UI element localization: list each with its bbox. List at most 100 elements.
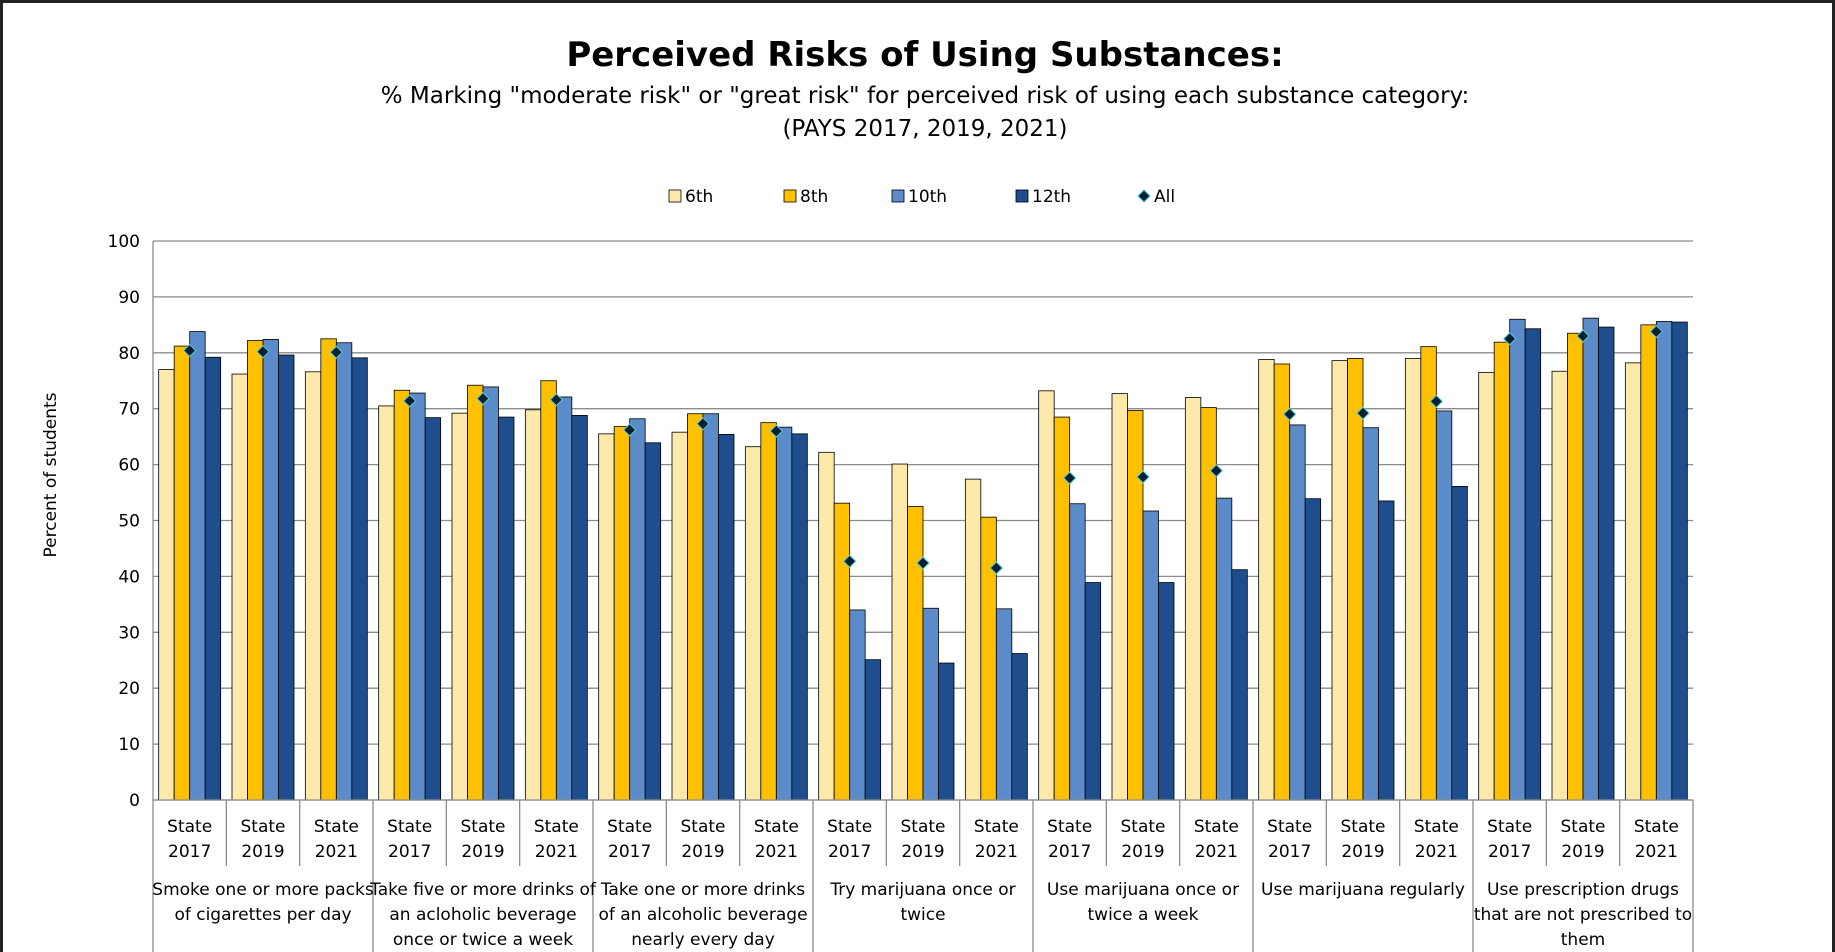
x-category-label: 2021 xyxy=(1635,842,1678,862)
x-category-label: 2021 xyxy=(1415,842,1458,862)
bar-10th xyxy=(849,609,866,801)
bar-8th xyxy=(687,413,704,801)
marker-all xyxy=(842,554,857,569)
bar-6th xyxy=(1184,397,1202,801)
x-category-label: 2021 xyxy=(1195,842,1238,862)
bar-8th xyxy=(760,422,777,801)
group-label: Try marijuana once or xyxy=(829,880,1015,900)
bar-10th xyxy=(702,413,719,801)
marker-all xyxy=(329,345,344,359)
legend-label-8th: 8th xyxy=(800,187,828,207)
bar-8th xyxy=(980,516,997,801)
group-label: Smoke one or more packs xyxy=(152,880,374,900)
bar-12th xyxy=(938,662,955,801)
x-category-label: State xyxy=(901,817,946,837)
bar-12th xyxy=(1158,582,1175,801)
bar-10th xyxy=(1435,410,1453,801)
bar-6th xyxy=(1478,371,1495,801)
x-category-label: 2019 xyxy=(681,842,724,862)
bar-10th xyxy=(335,342,353,801)
bar-8th xyxy=(1493,341,1511,801)
x-category-label: State xyxy=(1561,817,1606,837)
legend-label-all: All xyxy=(1154,187,1175,207)
x-category-label: 2019 xyxy=(461,842,504,862)
group-label: of an alcoholic beverage xyxy=(598,905,807,925)
bar-10th xyxy=(995,608,1013,801)
bar-6th xyxy=(378,405,395,801)
marker-all xyxy=(402,394,417,408)
chart-subtitle-line-1: % Marking "moderate risk" or "great risk… xyxy=(381,83,1470,109)
marker-all xyxy=(1209,464,1224,478)
bar-10th xyxy=(1215,497,1233,801)
bar-12th xyxy=(571,415,588,801)
x-category-label: 2021 xyxy=(975,842,1018,862)
marker-all xyxy=(1136,470,1150,484)
bar-8th xyxy=(467,384,484,801)
y-tick-label: 70 xyxy=(118,400,140,420)
x-category-label: State xyxy=(534,817,579,837)
bar-12th xyxy=(424,417,442,801)
chart-title: Perceived Risks of Using Substances: xyxy=(566,35,1283,75)
x-category-label: State xyxy=(827,817,872,837)
bar-12th xyxy=(864,659,882,801)
bar-12th xyxy=(644,442,662,801)
bar-12th xyxy=(1084,582,1102,801)
x-category-label: 2017 xyxy=(828,842,871,862)
bar-8th xyxy=(833,502,851,801)
x-axis: State 2017 State 2019 State 2021 State 2017 Stat… xyxy=(152,799,1694,952)
bar-8th xyxy=(907,506,924,801)
bar-8th xyxy=(1640,324,1657,801)
legend-label-10th: 10th xyxy=(908,187,947,207)
x-category-label: State xyxy=(1634,817,1679,837)
x-category-label: 2021 xyxy=(535,842,578,862)
bar-8th xyxy=(1273,363,1291,801)
bar-6th xyxy=(671,431,688,801)
bar-8th xyxy=(173,345,191,801)
marker-all xyxy=(989,561,1004,575)
marker-all xyxy=(696,417,710,431)
legend-swatch-6th xyxy=(668,189,682,203)
x-category-label: State xyxy=(974,817,1019,837)
group-label: them xyxy=(1561,930,1605,950)
x-category-label: State xyxy=(241,817,286,837)
marker-all xyxy=(916,556,930,570)
bar-10th xyxy=(1362,427,1379,801)
y-tick-label: 10 xyxy=(118,735,140,755)
marker-all xyxy=(1282,407,1297,421)
bar-6th xyxy=(1111,393,1128,801)
bar-10th xyxy=(555,396,573,801)
x-category-label: 2017 xyxy=(1268,842,1311,862)
marker-all xyxy=(476,391,490,406)
bar-6th xyxy=(231,373,248,801)
x-category-label: 2021 xyxy=(755,842,798,862)
x-category-label: State xyxy=(1341,817,1386,837)
bar-8th xyxy=(247,340,264,801)
bar-6th xyxy=(964,478,982,801)
group-label: twice xyxy=(900,905,945,925)
legend-marker-all xyxy=(1137,189,1151,203)
bar-8th xyxy=(393,389,411,801)
bar-12th xyxy=(791,433,808,801)
bar-12th xyxy=(1451,485,1468,801)
marker-all xyxy=(1062,471,1077,485)
x-category-label: 2019 xyxy=(1341,842,1384,862)
bar-12th xyxy=(1378,500,1395,801)
bar-12th xyxy=(718,434,735,801)
bar-8th xyxy=(320,338,337,801)
bar-12th xyxy=(498,416,515,801)
bar-10th xyxy=(1655,321,1673,801)
marker-all xyxy=(182,343,197,358)
bar-10th xyxy=(262,338,279,801)
group-label: once or twice a week xyxy=(393,930,573,950)
bar-6th xyxy=(598,433,615,801)
x-category-label: 2017 xyxy=(388,842,431,862)
x-category-label: State xyxy=(167,817,212,837)
bar-12th xyxy=(1524,328,1542,801)
x-category-label: 2019 xyxy=(241,842,284,862)
x-category-label: 2019 xyxy=(901,842,944,862)
y-tick-label: 50 xyxy=(118,512,140,532)
bar-12th xyxy=(1304,498,1322,801)
x-category-label: State xyxy=(607,817,652,837)
bar-10th xyxy=(629,418,646,801)
